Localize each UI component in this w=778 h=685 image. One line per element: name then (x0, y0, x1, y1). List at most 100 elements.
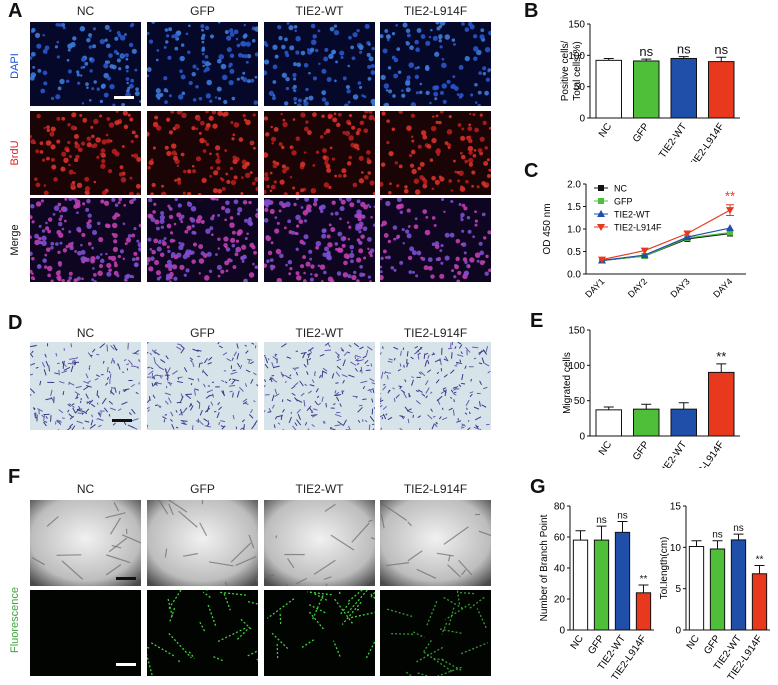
significance-label: ns (712, 530, 723, 541)
bar-tie2-wt (614, 531, 631, 631)
error-bar (733, 533, 744, 540)
y-tick-label: 80 (554, 502, 566, 513)
error-bar (638, 584, 649, 593)
x-tick-label: DAY4 (711, 276, 734, 299)
x-tick-label: GFP (631, 439, 652, 462)
y-axis-label: OD 450 nm (542, 203, 553, 254)
gridA-tile-r2-c0 (30, 198, 141, 282)
gridF-tile-r0-c0 (30, 500, 141, 586)
y-axis-label: Tol.length(cm) (660, 537, 670, 600)
significance-label: ns (596, 515, 607, 526)
panel-a-col-nc: NC (76, 4, 95, 18)
legend-label: TIE2-WT (614, 210, 650, 220)
significance-label: ** (716, 349, 726, 364)
y-axis-label: Positive cells/Total cells(%) (560, 40, 583, 101)
x-tick-label: TIE2-L914F (687, 121, 726, 162)
panel-d-col-nc: NC (76, 326, 95, 340)
x-tick-label: NC (569, 633, 586, 651)
bar-tie2-l914f (751, 573, 768, 631)
significance-label: ns (639, 44, 653, 59)
significance-label: ** (725, 189, 735, 204)
x-tick-label: DAY1 (583, 276, 606, 299)
bar-gfp (709, 548, 726, 631)
bar-gfp (633, 408, 660, 437)
data-point (598, 185, 604, 191)
bar-gfp (633, 60, 660, 119)
legend-label: NC (614, 184, 627, 194)
y-tick-label: 2.0 (567, 180, 581, 191)
series-line (601, 227, 731, 262)
y-tick-label: 0.0 (567, 270, 581, 281)
chart-e-migrated-cells: 0 50 100 150 Migrated cells NC GFP TIE2-WT ** TIE… (562, 326, 740, 468)
panel-label-c: C (524, 160, 539, 182)
panel-a-col-tie2-wt: TIE2-WT (295, 4, 344, 18)
gridA-tile-r1-c1 (147, 111, 258, 195)
y-tick-label: 0 (579, 114, 585, 125)
gridF-tile-r0-c2 (264, 500, 375, 586)
error-bar (716, 363, 727, 373)
panel-f-col-gfp: GFP (190, 482, 215, 496)
gridD-tile-r0-c0 (30, 342, 141, 430)
data-point (640, 251, 649, 259)
gridA-tile-r0-c1 (147, 22, 258, 106)
gridA-tile-r2-c1 (147, 198, 258, 282)
x-tick-label: NC (685, 633, 702, 651)
gridA-tile-r0-c2 (264, 22, 375, 106)
legend-label: GFP (614, 197, 633, 207)
bar-tie2-wt (730, 539, 747, 631)
significance-label: ns (733, 523, 744, 534)
data-point (726, 224, 734, 232)
gridA-tile-r2-c2 (264, 198, 375, 282)
significance-label: ns (677, 42, 691, 57)
scale-bar (114, 96, 134, 99)
y-tick-label: 1.0 (567, 225, 581, 236)
gridD-tile-r0-c2 (264, 342, 375, 430)
x-tick-label: DAY2 (626, 276, 649, 299)
gridA-tile-r2-c3 (380, 198, 491, 282)
gridF-tile-r0-c3 (380, 500, 491, 586)
error-bar (603, 406, 614, 410)
data-point (598, 256, 606, 264)
panel-a-row-merge: Merge (9, 224, 21, 256)
data-point (683, 230, 692, 238)
chart-g-tol-length: 051015Tol.length(cm)NCnsGFPnsTIE2-WT**TI… (660, 502, 770, 682)
data-point (597, 224, 605, 231)
y-axis-label: Migrated cells (562, 352, 573, 414)
y-tick-label: 50 (574, 396, 586, 407)
error-bar (712, 540, 723, 549)
x-tick-label: DAY3 (669, 276, 692, 299)
x-tick-label: NC (597, 439, 614, 457)
panel-a-row-dapi: DAPI (9, 53, 21, 79)
error-bar (641, 403, 652, 410)
bar-gfp (593, 539, 610, 631)
y-tick-label: 0.5 (567, 247, 581, 258)
chart-b-positive-cells: 0 50 100 150 Positive cells/Total cells(%) NC… (560, 20, 740, 162)
bar-tie2-l914f (708, 371, 735, 437)
gridA-tile-r0-c3 (380, 22, 491, 106)
significance-label: ns (617, 511, 628, 522)
panel-label-a: A (8, 0, 23, 22)
bar-nc (595, 59, 622, 119)
error-bar (617, 521, 628, 533)
panel-label-e: E (530, 310, 544, 332)
y-tick-label: 5 (675, 584, 681, 595)
gridA-tile-r1-c2 (264, 111, 375, 195)
significance-label: ns (714, 42, 728, 57)
panel-label-b: B (524, 0, 539, 22)
x-tick-label: TIE2-WT (657, 439, 689, 468)
y-tick-label: 50 (574, 82, 586, 93)
y-tick-label: 40 (554, 564, 566, 575)
significance-label: ** (640, 574, 648, 585)
x-tick-label: TIE2-L914F (687, 439, 726, 468)
gridF-tile-r1-c2 (264, 590, 375, 676)
panel-label-g: G (530, 476, 546, 498)
gridF-tile-r1-c1 (147, 590, 258, 676)
error-bar (641, 58, 652, 61)
panel-d-col-gfp: GFP (190, 326, 215, 340)
series-line (601, 209, 731, 261)
error-bar (726, 204, 734, 216)
scale-bar (112, 419, 132, 422)
series-tie2-l914f (598, 207, 734, 264)
data-point (640, 247, 649, 255)
